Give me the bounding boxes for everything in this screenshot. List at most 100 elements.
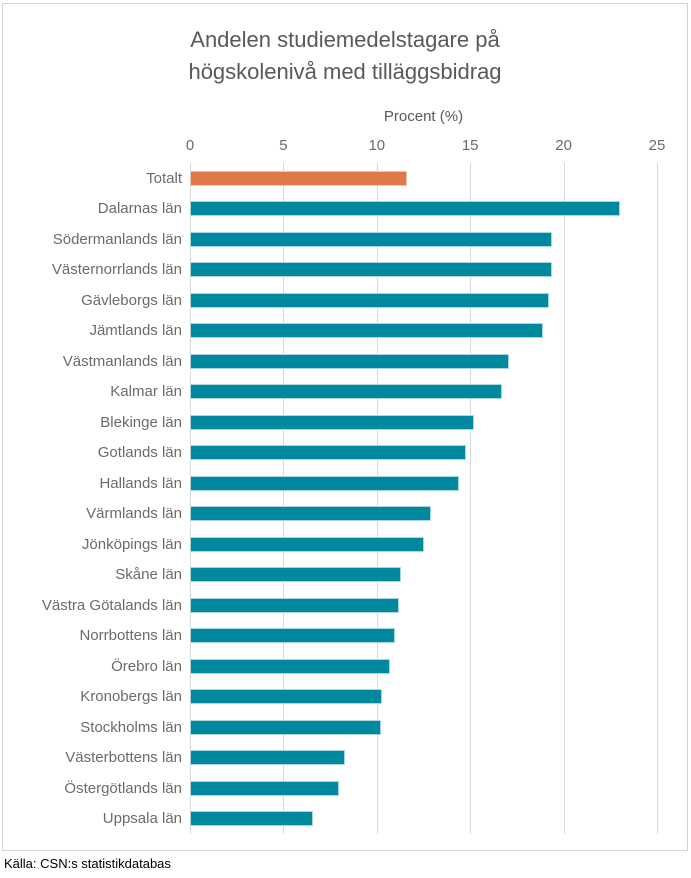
category-label: Västra Götalands län <box>41 596 182 614</box>
bar-track <box>190 712 687 743</box>
bar-track <box>190 194 687 225</box>
category-label: Dalarnas län <box>97 200 182 218</box>
bar[interactable] <box>190 292 549 308</box>
category-label: Gävleborgs län <box>81 291 182 309</box>
category-label: Kalmar län <box>110 383 182 401</box>
bar[interactable] <box>190 750 346 766</box>
bar-track <box>190 529 687 560</box>
bar[interactable] <box>190 414 474 430</box>
bar-track <box>190 468 687 499</box>
table-row: Totalt <box>3 163 687 194</box>
table-row: Uppsala län <box>3 804 687 835</box>
bar[interactable] <box>190 719 381 735</box>
category-label: Uppsala län <box>102 810 182 828</box>
bar[interactable] <box>190 353 510 369</box>
bar-track <box>190 438 687 469</box>
bar[interactable] <box>190 475 459 491</box>
x-tick-label: 25 <box>648 137 666 154</box>
bar-track <box>190 377 687 408</box>
bar[interactable] <box>190 231 553 247</box>
category-label: Totalt <box>146 169 182 187</box>
bar-track <box>190 224 687 255</box>
table-row: Södermanlands län <box>3 224 687 255</box>
bar[interactable] <box>190 323 544 339</box>
bar-track <box>190 743 687 774</box>
x-axis-title: Procent (%) <box>383 108 464 125</box>
table-row: Västerbottens län <box>3 743 687 774</box>
category-label: Norrbottens län <box>79 627 182 645</box>
bar-track <box>190 590 687 621</box>
bar-track <box>190 255 687 286</box>
table-row: Västra Götalands län <box>3 590 687 621</box>
gridline <box>190 163 191 834</box>
bar-track <box>190 499 687 530</box>
table-row: Gotlands län <box>3 438 687 469</box>
table-row: Hallands län <box>3 468 687 499</box>
bar[interactable] <box>190 262 553 278</box>
bar[interactable] <box>190 658 390 674</box>
table-row: Jönköpings län <box>3 529 687 560</box>
x-tick-label: 10 <box>368 137 386 154</box>
category-label: Västmanlands län <box>62 352 182 370</box>
category-label: Jämtlands län <box>89 322 182 340</box>
table-row: Östergötlands län <box>3 773 687 804</box>
bar[interactable] <box>190 445 467 461</box>
bar-track <box>190 560 687 591</box>
bar[interactable] <box>190 597 400 613</box>
category-label: Örebro län <box>111 657 182 675</box>
bar-rows: Totalt Dalarnas län Södermanlands län Väste… <box>3 163 687 834</box>
table-row: Stockholms län <box>3 712 687 743</box>
bar-total[interactable] <box>190 170 407 186</box>
bar-track <box>190 773 687 804</box>
bar-track <box>190 682 687 713</box>
category-label: Värmlands län <box>86 505 182 523</box>
bar-track <box>190 346 687 377</box>
table-row: Västmanlands län <box>3 346 687 377</box>
x-tick-label: 20 <box>555 137 572 154</box>
plot-area <box>190 163 658 834</box>
bar-track <box>190 285 687 316</box>
bar-track <box>190 651 687 682</box>
bar-track <box>190 621 687 652</box>
category-label: Stockholms län <box>80 718 182 736</box>
table-row: Jämtlands län <box>3 316 687 347</box>
bar-track <box>190 163 687 194</box>
bar[interactable] <box>190 811 314 827</box>
category-label: Blekinge län <box>100 413 182 431</box>
table-row: Skåne län <box>3 560 687 591</box>
category-label: Jönköpings län <box>81 535 182 553</box>
category-label: Hallands län <box>99 474 182 492</box>
table-row: Norrbottens län <box>3 621 687 652</box>
bar[interactable] <box>190 536 424 552</box>
category-label: Gotlands län <box>97 444 182 462</box>
table-row: Blekinge län <box>3 407 687 438</box>
gridline <box>563 163 565 834</box>
bar[interactable] <box>190 567 402 583</box>
gridline <box>657 163 658 834</box>
bar[interactable] <box>190 201 620 217</box>
bar[interactable] <box>190 689 383 705</box>
table-row: Värmlands län <box>3 499 687 530</box>
bar[interactable] <box>190 506 431 522</box>
category-label: Västernorrlands län <box>51 261 182 279</box>
table-row: Västernorrlands län <box>3 255 687 286</box>
bar[interactable] <box>190 628 396 644</box>
source-note: Källa: CSN:s statistikdatabas <box>4 856 171 871</box>
x-tick-label: 15 <box>461 137 479 154</box>
category-label: Östergötlands län <box>64 779 182 797</box>
chart-title-line-2: högskolenivå med tilläggsbidrag <box>188 59 502 84</box>
category-label: Södermanlands län <box>52 230 182 248</box>
bar[interactable] <box>190 780 340 796</box>
bar[interactable] <box>190 384 502 400</box>
gridline <box>283 163 285 834</box>
table-row: Gävleborgs län <box>3 285 687 316</box>
table-row: Kronobergs län <box>3 682 687 713</box>
x-tick-label: 5 <box>279 137 288 154</box>
gridline <box>470 163 472 834</box>
chart: Andelen studiemedelstagare på högskoleni… <box>2 3 688 851</box>
table-row: Örebro län <box>3 651 687 682</box>
chart-title-line-1: Andelen studiemedelstagare på <box>190 27 500 52</box>
table-row: Kalmar län <box>3 377 687 408</box>
category-label: Kronobergs län <box>80 688 182 706</box>
gridline <box>376 163 378 834</box>
